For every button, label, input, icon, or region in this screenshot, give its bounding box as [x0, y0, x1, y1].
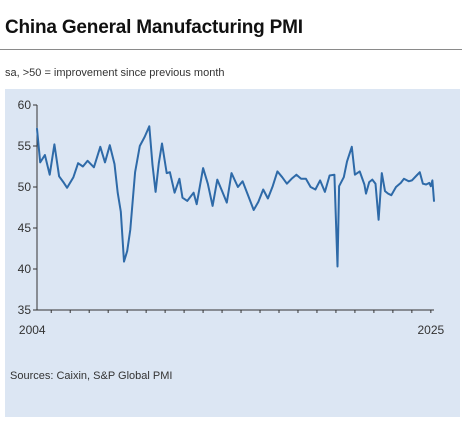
y-tick-label: 60: [18, 98, 32, 112]
pmi-series-line: [36, 125, 435, 268]
x-tick-label: 2025: [417, 323, 444, 337]
y-tick-label: 45: [18, 221, 32, 235]
y-tick-label: 40: [18, 262, 32, 276]
title-divider: [0, 49, 462, 50]
x-axis: 2004 2025: [19, 309, 445, 337]
y-axis: 35 40 45 50 55 60: [18, 98, 38, 317]
chart-subtitle: sa, >50 = improvement since previous mon…: [5, 67, 225, 79]
chart-panel: [5, 89, 460, 417]
series-layer: [36, 125, 435, 268]
y-tick-label: 50: [18, 180, 32, 194]
y-tick-label: 35: [18, 303, 32, 317]
x-tick-label: 2004: [19, 323, 46, 337]
y-tick-label: 55: [18, 139, 32, 153]
source-note: Sources: Caixin, S&P Global PMI: [10, 370, 173, 382]
chart-title: China General Manufacturing PMI: [5, 17, 303, 38]
